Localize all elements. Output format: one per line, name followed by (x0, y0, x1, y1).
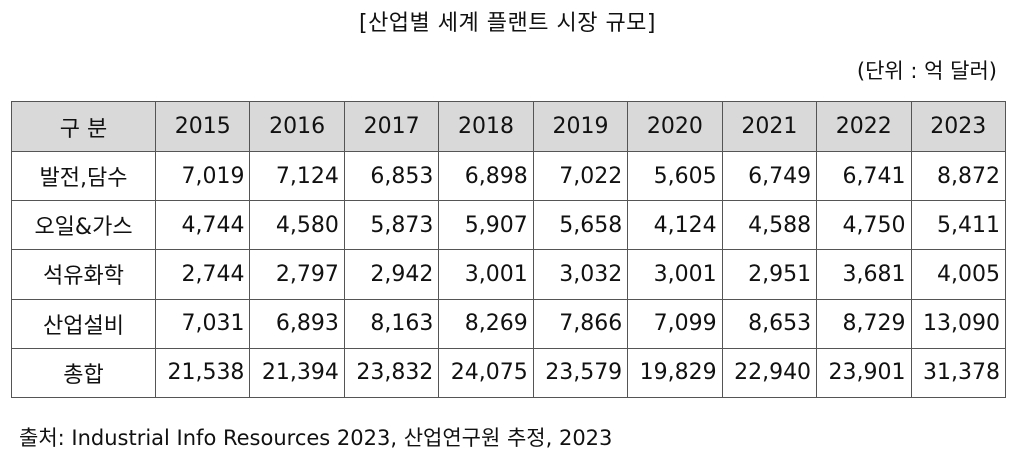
table-cell: 3,001 (438, 249, 534, 300)
table-cell: 21,394 (249, 347, 345, 399)
table-cell: 23,901 (816, 347, 912, 399)
table-cell: 19,829 (627, 347, 723, 399)
column-header-year: 2023 (910, 101, 1006, 152)
table-row: 산업설비 7,031 6,893 8,163 8,269 7,866 7,099… (11, 298, 1006, 349)
table-cell: 4,588 (721, 200, 818, 251)
row-label: 석유화학 (11, 249, 156, 300)
table-cell: 2,797 (249, 249, 345, 300)
column-header-year: 2017 (343, 101, 440, 152)
table-row: 석유화학 2,744 2,797 2,942 3,001 3,032 3,001… (11, 249, 1006, 300)
table-cell: 7,019 (154, 150, 251, 202)
row-label: 총합 (11, 347, 156, 399)
table-cell: 7,099 (627, 298, 723, 349)
table-cell: 8,729 (816, 298, 912, 349)
table-cell: 3,032 (532, 249, 629, 300)
column-header-year: 2020 (627, 101, 723, 152)
table-cell: 8,653 (721, 298, 818, 349)
table-cell: 23,579 (532, 347, 629, 399)
table-cell: 6,741 (816, 150, 912, 202)
unit-label: (단위 : 억 달러) (856, 59, 997, 83)
table-cell: 4,744 (154, 200, 251, 251)
table-cell: 5,907 (438, 200, 534, 251)
table-cell: 2,744 (154, 249, 251, 300)
table-cell: 6,898 (438, 150, 534, 202)
table-cell: 3,001 (627, 249, 723, 300)
table-cell: 8,872 (910, 150, 1006, 202)
table-cell: 2,951 (721, 249, 818, 300)
table-cell: 5,605 (627, 150, 723, 202)
table-cell: 21,538 (154, 347, 251, 399)
row-label: 발전,담수 (11, 150, 156, 202)
column-header-year: 2019 (532, 101, 629, 152)
table-cell: 24,075 (438, 347, 534, 399)
table-cell: 4,124 (627, 200, 723, 251)
column-header-year: 2018 (438, 101, 534, 152)
table-title: [산업별 세계 플랜트 시장 규모] (358, 11, 657, 36)
table-cell: 6,749 (721, 150, 818, 202)
row-label: 산업설비 (11, 298, 156, 349)
column-header-year: 2022 (816, 101, 912, 152)
table-row: 발전,담수 7,019 7,124 6,853 6,898 7,022 5,60… (11, 150, 1006, 202)
column-header-category: 구 분 (11, 101, 156, 152)
table-cell: 4,005 (910, 249, 1006, 300)
table-cell: 6,893 (249, 298, 345, 349)
table-cell: 2,942 (343, 249, 440, 300)
table-cell: 7,124 (249, 150, 345, 202)
table-cell: 3,681 (816, 249, 912, 300)
table-cell: 23,832 (343, 347, 440, 399)
column-header-year: 2021 (721, 101, 818, 152)
table-cell: 4,580 (249, 200, 345, 251)
source-note: 출처: Industrial Info Resources 2023, 산업연구… (19, 426, 613, 450)
table-cell: 22,940 (721, 347, 818, 399)
table-cell: 5,411 (910, 200, 1006, 251)
table-cell: 8,163 (343, 298, 440, 349)
table-row-total: 총합 21,538 21,394 23,832 24,075 23,579 19… (11, 347, 1006, 399)
header-row: 구 분 2015 2016 2017 2018 2019 2020 2021 2… (11, 101, 1006, 152)
table-cell: 5,873 (343, 200, 440, 251)
table-cell: 5,658 (532, 200, 629, 251)
column-header-year: 2016 (249, 101, 345, 152)
table-cell: 8,269 (438, 298, 534, 349)
table-cell: 7,031 (154, 298, 251, 349)
row-label: 오일&가스 (11, 200, 156, 251)
table-cell: 31,378 (910, 347, 1006, 399)
table-row: 오일&가스 4,744 4,580 5,873 5,907 5,658 4,12… (11, 200, 1006, 251)
table-cell: 7,866 (532, 298, 629, 349)
table-cell: 7,022 (532, 150, 629, 202)
column-header-year: 2015 (154, 101, 251, 152)
table-cell: 4,750 (816, 200, 912, 251)
table-cell: 13,090 (910, 298, 1006, 349)
plant-market-table: 구 분 2015 2016 2017 2018 2019 2020 2021 2… (11, 101, 1006, 399)
table-cell: 6,853 (343, 150, 440, 202)
